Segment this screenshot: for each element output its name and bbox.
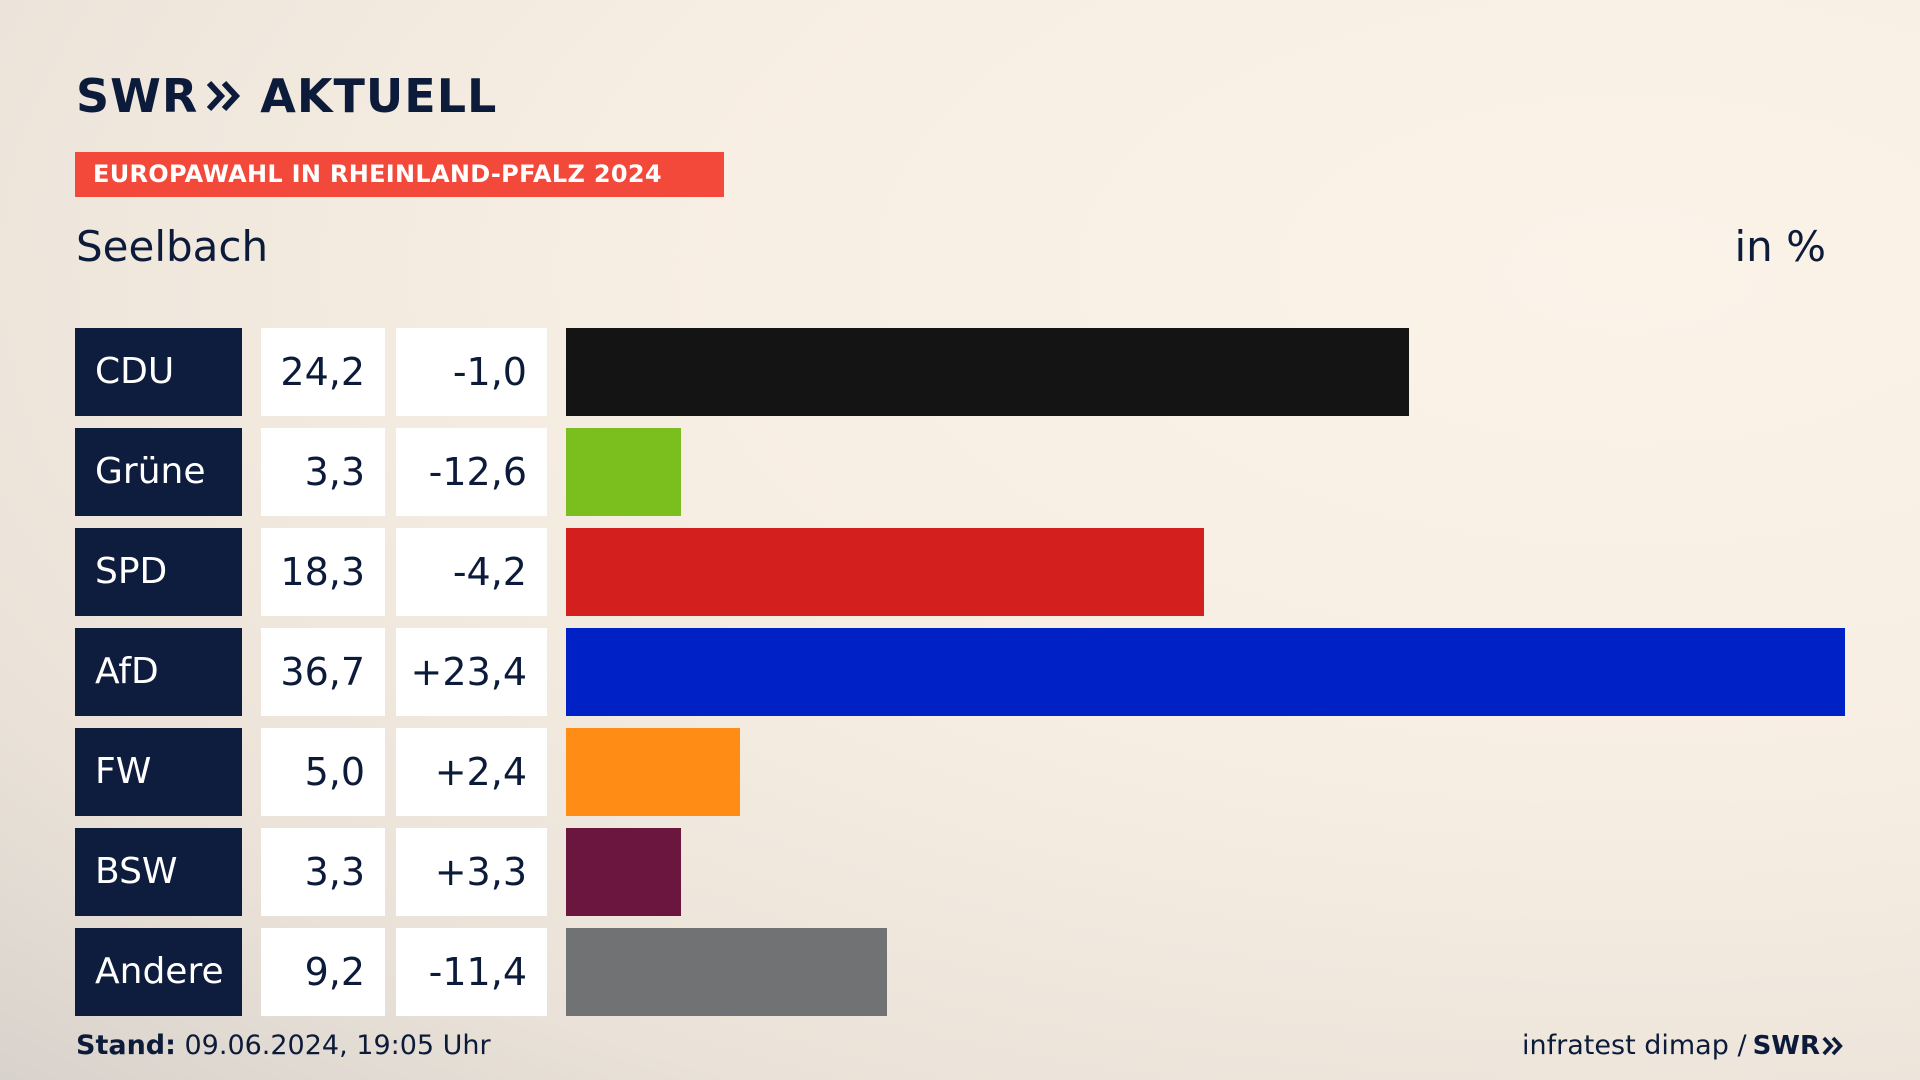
bar xyxy=(566,628,1845,716)
bar xyxy=(566,728,741,816)
timestamp: Stand: 09.06.2024, 19:05 Uhr xyxy=(76,1030,491,1061)
bar xyxy=(566,428,681,516)
party-label: BSW xyxy=(75,828,242,916)
bar xyxy=(566,528,1204,616)
bar xyxy=(566,328,1410,416)
logo-swr-text: SWR xyxy=(76,69,199,123)
chart-title: Seelbach xyxy=(76,222,269,271)
swr-small-logo-text: SWR xyxy=(1752,1030,1820,1061)
vote-share-label: 3,3 xyxy=(261,428,385,516)
party-label: CDU xyxy=(75,328,242,416)
party-label: Andere xyxy=(75,928,242,1016)
vote-share-label: 18,3 xyxy=(261,528,385,616)
double-chevron-icon xyxy=(206,80,242,112)
stand-value: 09.06.2024, 19:05 Uhr xyxy=(175,1030,491,1061)
bar-row: Andere 9,2 -11,4 xyxy=(0,928,1920,1016)
bar-row: FW 5,0 +2,4 xyxy=(0,728,1920,816)
swr-aktuell-logo: SWR AKTUELL xyxy=(76,66,497,126)
bar-row: AfD 36,7 +23,4 xyxy=(0,628,1920,716)
election-banner: EUROPAWAHL IN RHEINLAND-PFALZ 2024 xyxy=(75,152,724,197)
change-label: -12,6 xyxy=(396,428,547,516)
unit-label: in % xyxy=(1734,222,1826,271)
bar xyxy=(566,828,681,916)
party-label: AfD xyxy=(75,628,242,716)
logo-aktuell-text: AKTUELL xyxy=(260,69,498,123)
change-label: -4,2 xyxy=(396,528,547,616)
source-text: infratest dimap / xyxy=(1522,1030,1747,1061)
party-label: FW xyxy=(75,728,242,816)
vote-share-label: 5,0 xyxy=(261,728,385,816)
swr-small-logo: SWR xyxy=(1753,1031,1844,1061)
change-label: +23,4 xyxy=(396,628,547,716)
bar xyxy=(566,928,887,1016)
small-double-chevron-icon xyxy=(1822,1036,1843,1055)
vote-share-label: 3,3 xyxy=(261,828,385,916)
party-label: SPD xyxy=(75,528,242,616)
bar-row: CDU 24,2 -1,0 xyxy=(0,328,1920,416)
change-label: +3,3 xyxy=(396,828,547,916)
change-label: -1,0 xyxy=(396,328,547,416)
change-label: +2,4 xyxy=(396,728,547,816)
bar-row: Grüne 3,3 -12,6 xyxy=(0,428,1920,516)
stand-label: Stand: xyxy=(76,1030,176,1061)
change-label: -11,4 xyxy=(396,928,547,1016)
vote-share-label: 24,2 xyxy=(261,328,385,416)
bar-row: SPD 18,3 -4,2 xyxy=(0,528,1920,616)
bar-row: BSW 3,3 +3,3 xyxy=(0,828,1920,916)
vote-share-label: 9,2 xyxy=(261,928,385,1016)
source-credit: infratest dimap / SWR xyxy=(1522,1030,1844,1061)
vote-share-label: 36,7 xyxy=(261,628,385,716)
party-label: Grüne xyxy=(75,428,242,516)
